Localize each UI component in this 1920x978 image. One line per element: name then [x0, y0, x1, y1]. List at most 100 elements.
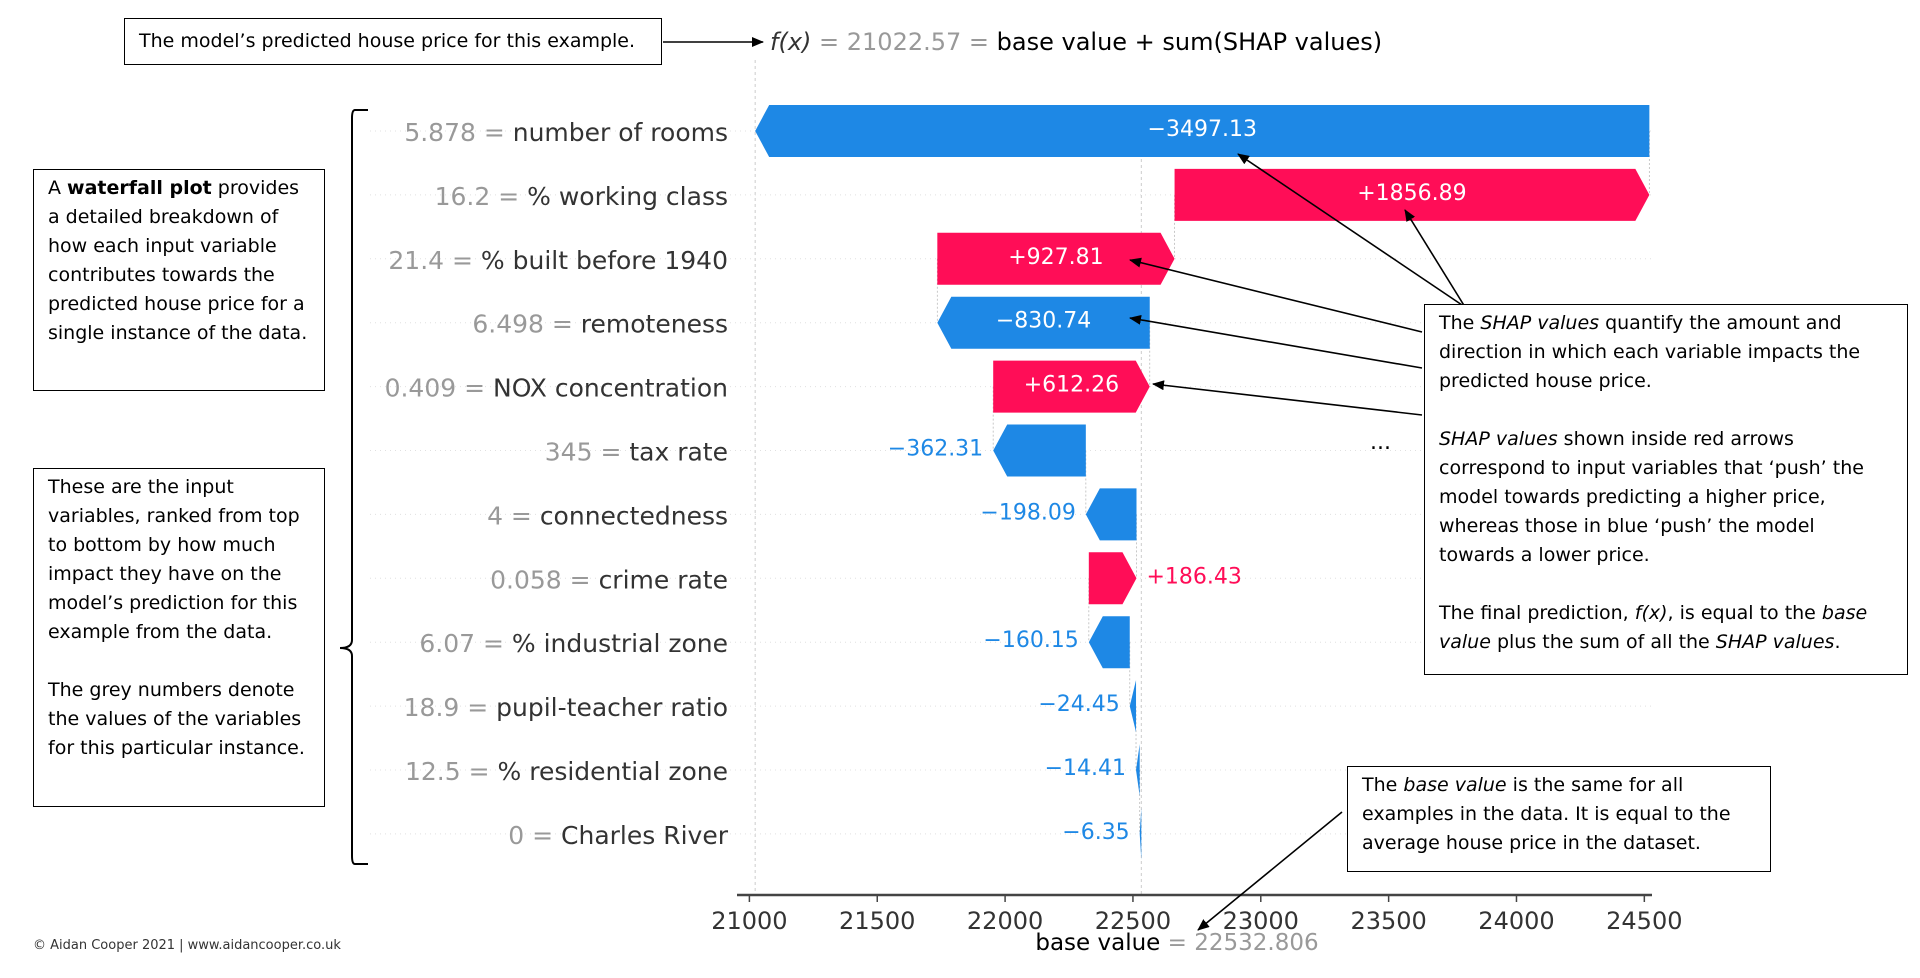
feature-value: 0 — [508, 821, 524, 850]
fx-suffix: base value + sum(SHAP values) — [997, 28, 1382, 56]
base-arrow — [1197, 811, 1343, 931]
shap-p3: The final prediction, f(x), is equal to … — [1439, 602, 1868, 653]
shap-value-label: +1856.89 — [1357, 181, 1466, 206]
feature-name: number of rooms — [513, 118, 728, 147]
shap-bar — [937, 296, 1150, 349]
base-value-equals: = — [1160, 930, 1194, 956]
shap-value-label: −24.45 — [1038, 692, 1119, 717]
x-tick-label: 21000 — [711, 907, 787, 935]
inputs-p1: These are the input variables, ranked fr… — [48, 476, 300, 643]
shap-bar — [1174, 168, 1650, 221]
feature-label: 345 = tax rate — [545, 438, 728, 467]
shap-value-label: −198.09 — [980, 500, 1075, 525]
base-value-number: 22532.806 — [1194, 930, 1318, 956]
shap-arrow-3 — [1129, 257, 1423, 333]
inputs-p2: The grey numbers denote the values of th… — [48, 679, 305, 759]
shap-value-label: +927.81 — [1008, 245, 1103, 270]
feature-equals: = — [461, 757, 498, 786]
feature-name: % built before 1940 — [481, 246, 728, 275]
fx-symbol: f(x) — [770, 28, 811, 56]
shap-arrow-5 — [1152, 380, 1423, 416]
shap-p2: SHAP values shown inside red arrows corr… — [1439, 428, 1864, 566]
x-tick-label: 24500 — [1606, 907, 1682, 935]
fx-value: 21022.57 — [847, 28, 962, 56]
feature-value: 16.2 — [435, 182, 491, 211]
feature-name: NOX concentration — [493, 374, 728, 403]
feature-label: 0.409 = NOX concentration — [385, 374, 728, 403]
feature-value: 0.409 — [385, 374, 457, 403]
feature-name: Charles River — [561, 821, 729, 850]
feature-value: 345 — [545, 438, 593, 467]
feature-name: crime rate — [599, 565, 728, 594]
x-tick-label: 23000 — [1223, 907, 1299, 935]
shap-bar — [1129, 680, 1137, 733]
shap-bar — [1085, 488, 1137, 541]
prediction-note-text: The model’s predicted house price for th… — [139, 30, 636, 52]
shap-value-label: +612.26 — [1024, 373, 1119, 398]
feature-name: tax rate — [629, 438, 728, 467]
shap-arrow-2 — [1404, 209, 1466, 308]
ellipsis: ... — [1370, 430, 1391, 455]
feature-equals: = — [456, 374, 493, 403]
feature-name: remoteness — [581, 310, 728, 339]
feature-label: 12.5 = % residential zone — [405, 757, 728, 786]
fx-equals-2: = — [961, 28, 996, 56]
feature-equals: = — [444, 246, 481, 275]
shap-value-label: −160.15 — [983, 628, 1078, 653]
prediction-note: The model’s predicted house price for th… — [124, 18, 662, 65]
feature-value: 5.878 — [404, 118, 476, 147]
shap-bar — [1088, 552, 1137, 605]
feature-value: 0.058 — [490, 565, 562, 594]
feature-label: 6.498 = remoteness — [472, 310, 728, 339]
feature-label: 0 = Charles River — [508, 821, 728, 850]
shap-value-label: −6.35 — [1062, 820, 1129, 845]
copyright-text: © Aidan Cooper 2021 | www.aidancooper.co… — [33, 938, 341, 953]
feature-name: % working class — [527, 182, 728, 211]
feature-brace — [339, 109, 368, 865]
feature-name: % residential zone — [498, 757, 728, 786]
base-value-label: base value = 22532.806 — [1035, 930, 1318, 956]
feature-equals: = — [544, 310, 581, 339]
feature-label: 5.878 = number of rooms — [404, 118, 728, 147]
base-value-word: base value — [1035, 930, 1160, 956]
shap-bar — [1136, 744, 1140, 796]
shap-bar — [755, 105, 1650, 157]
feature-name: pupil-teacher ratio — [496, 693, 728, 722]
feature-value: 4 — [487, 501, 503, 530]
shap-arrow-4 — [1129, 314, 1423, 369]
x-tick-label: 21500 — [839, 907, 915, 935]
feature-label: 16.2 = % working class — [435, 182, 728, 211]
feature-equals: = — [459, 693, 496, 722]
waterfall-note: A waterfall plot provides a detailed bre… — [33, 169, 325, 391]
shap-bar — [937, 232, 1175, 285]
feature-label: 21.4 = % built before 1940 — [388, 246, 728, 275]
x-tick-label: 22500 — [1095, 907, 1171, 935]
feature-value: 18.9 — [404, 693, 460, 722]
feature-equals: = — [524, 821, 561, 850]
x-tick-label: 24000 — [1478, 907, 1554, 935]
base-value-note: The base value is the same for all examp… — [1347, 766, 1771, 872]
x-tick-label: 22000 — [967, 907, 1043, 935]
shap-bar — [1088, 616, 1130, 669]
shap-value-label: +186.43 — [1146, 564, 1241, 589]
feature-label: 6.07 = % industrial zone — [419, 629, 728, 658]
feature-value: 21.4 — [388, 246, 444, 275]
fx-equals: = — [811, 28, 846, 56]
feature-value: 6.07 — [419, 629, 475, 658]
shap-value-label: −3497.13 — [1148, 117, 1257, 142]
waterfall-term: waterfall plot — [67, 177, 212, 199]
shap-values-note: The SHAP values quantify the amount and … — [1424, 304, 1908, 675]
feature-equals: = — [562, 565, 599, 594]
feature-equals: = — [490, 182, 527, 211]
feature-value: 6.498 — [472, 310, 544, 339]
shap-bar — [993, 360, 1150, 413]
feature-equals: = — [475, 629, 512, 658]
shap-p1: The SHAP values quantify the amount and … — [1439, 312, 1861, 392]
base-note-text: The base value is the same for all examp… — [1362, 774, 1731, 854]
annotation-arrows — [663, 37, 1466, 931]
feature-value: 12.5 — [405, 757, 461, 786]
feature-equals: = — [503, 501, 540, 530]
fx-formula: f(x) = 21022.57 = base value + sum(SHAP … — [770, 28, 1382, 56]
input-variables-note: These are the input variables, ranked fr… — [33, 468, 325, 807]
feature-name: connectedness — [540, 501, 728, 530]
